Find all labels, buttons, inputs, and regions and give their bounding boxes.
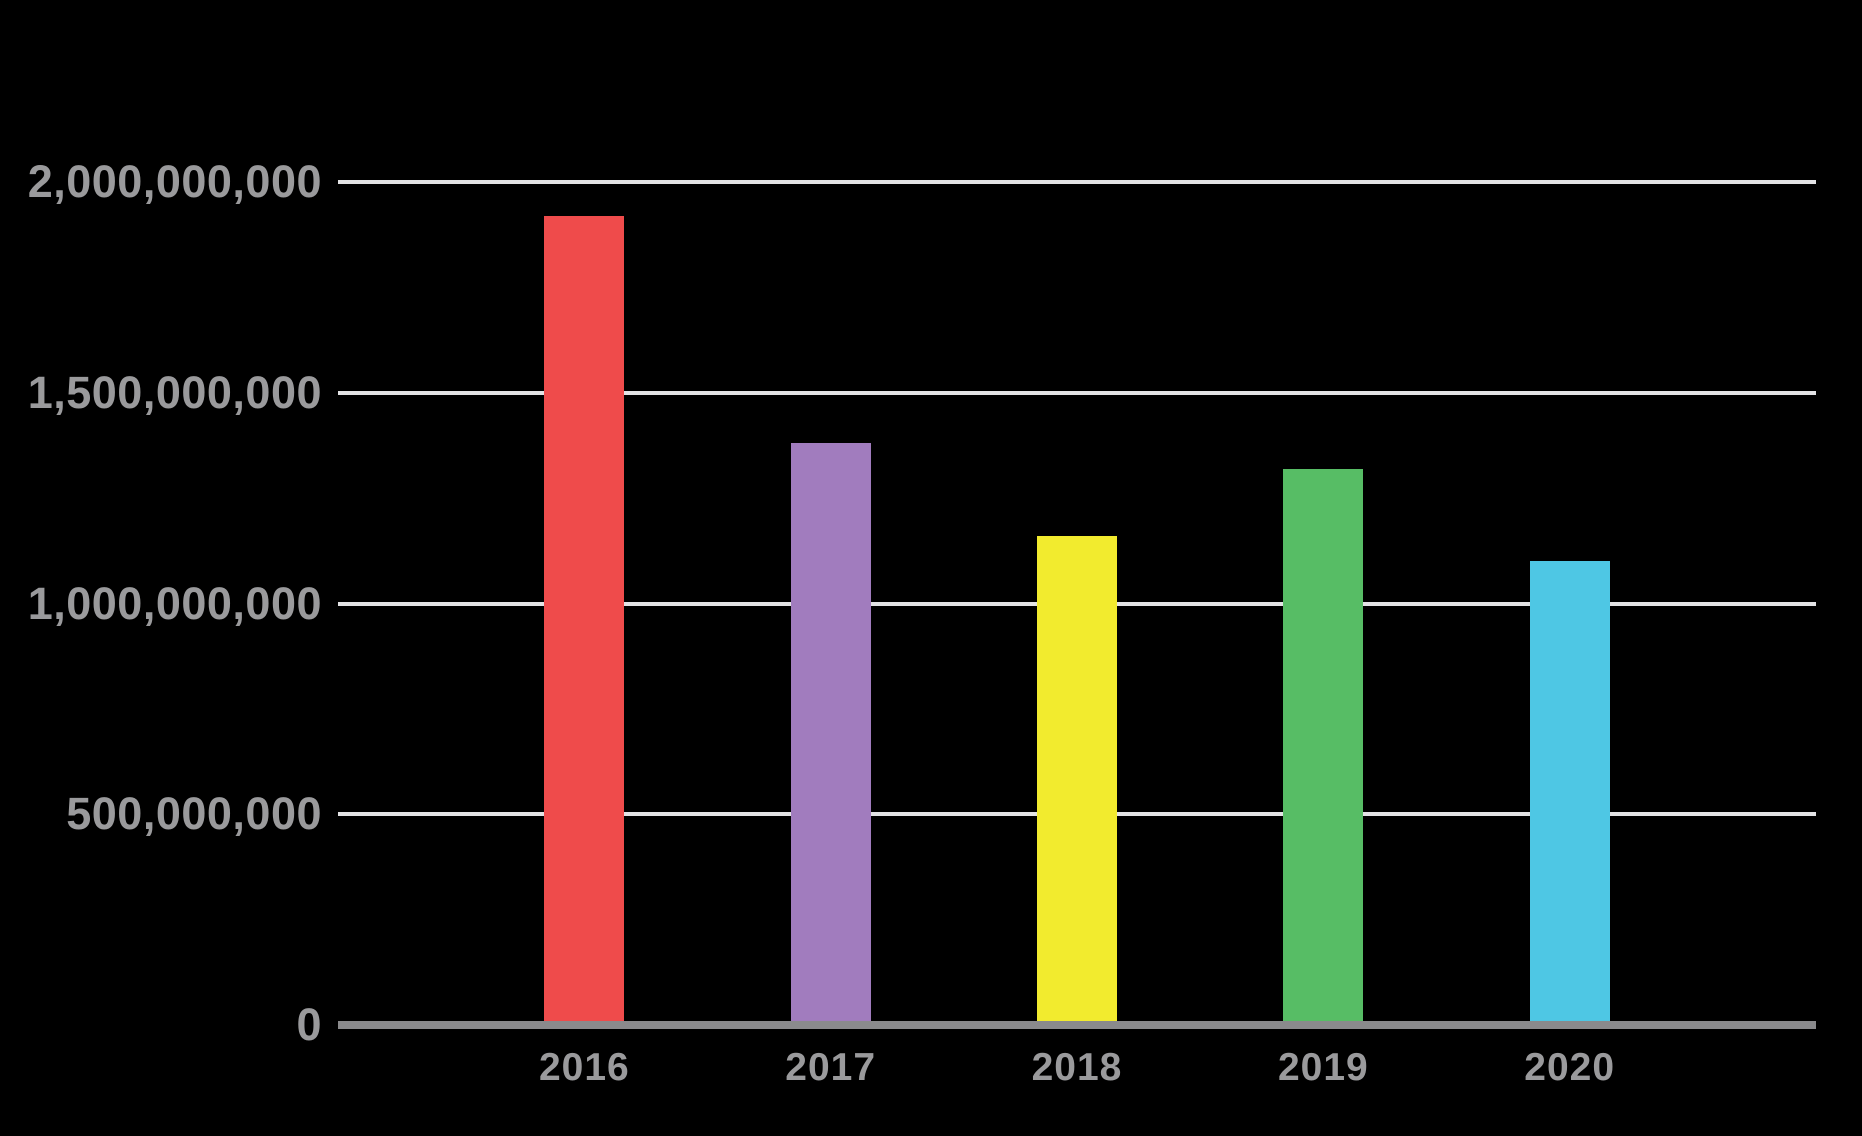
bar-2017 xyxy=(790,443,871,1026)
gridline xyxy=(338,390,1816,395)
y-tick-label: 1,500,000,000 xyxy=(27,366,322,418)
x-axis-line xyxy=(338,1021,1816,1029)
gridline xyxy=(338,180,1816,184)
y-tick-label: 2,000,000,000 xyxy=(27,156,322,207)
y-tick-label: 1,000,000,000 xyxy=(27,577,322,629)
bar-2016 xyxy=(544,215,625,1026)
y-tick-label: 500,000,000 xyxy=(66,788,322,840)
bar-2020 xyxy=(1529,561,1610,1026)
bar-2018 xyxy=(1037,536,1117,1026)
y-tick-label: 0 xyxy=(296,999,322,1050)
x-tick-label: 2019 xyxy=(1277,1046,1369,1089)
x-tick-label: 2017 xyxy=(785,1046,877,1089)
x-tick-label: 2020 xyxy=(1524,1046,1616,1089)
bar-2019 xyxy=(1283,468,1364,1026)
x-tick-label: 2018 xyxy=(1031,1046,1123,1089)
x-tick-label: 2016 xyxy=(538,1046,630,1089)
